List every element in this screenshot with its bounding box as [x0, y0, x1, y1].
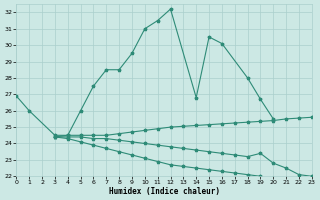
- X-axis label: Humidex (Indice chaleur): Humidex (Indice chaleur): [108, 187, 220, 196]
